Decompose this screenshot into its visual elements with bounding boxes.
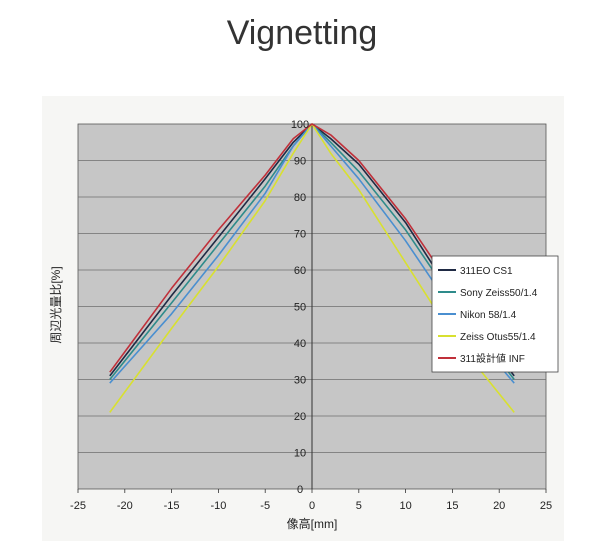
legend: 311EO CS1 Sony Zeiss50/1.4 Nikon 58/1.4 Zei…	[431, 255, 559, 373]
x-tick-label: 20	[493, 500, 505, 512]
chart-title: Vignetting	[226, 14, 378, 52]
y-tick-label: 0	[297, 484, 303, 496]
x-tick-labels: -25 -20 -15 -10 -5 0 5 10 15 20 25	[70, 489, 552, 512]
x-tick-label: 10	[399, 500, 411, 512]
x-tick-label: -15	[164, 500, 180, 512]
y-tick-label: 30	[294, 375, 306, 387]
y-tick-labels: 0 10 20 30 40 50 60 70 80 90 100	[291, 119, 309, 496]
legend-entry: Sony Zeiss50/1.4	[460, 288, 538, 299]
x-tick-label: 5	[356, 500, 362, 512]
x-tick-label: -25	[70, 500, 86, 512]
y-tick-label: 50	[294, 302, 306, 314]
legend-entry: 311設計値 INF	[460, 352, 525, 365]
y-tick-label: 40	[294, 338, 306, 350]
legend-entry: 311EO CS1	[460, 266, 513, 277]
y-tick-label: 60	[294, 265, 306, 277]
y-tick-label: 10	[294, 448, 306, 460]
x-tick-label: 25	[540, 500, 552, 512]
y-tick-label: 20	[294, 411, 306, 423]
y-tick-label: 100	[291, 119, 309, 131]
y-tick-label: 80	[294, 192, 306, 204]
series-line-5	[109, 123, 515, 373]
legend-entry: Nikon 58/1.4	[460, 310, 517, 321]
legend-entry: Zeiss Otus55/1.4	[460, 332, 536, 343]
x-tick-label: -10	[210, 500, 226, 512]
x-tick-label: -5	[260, 500, 270, 512]
x-tick-label: -20	[117, 500, 133, 512]
series-lines	[109, 123, 515, 413]
y-tick-label: 90	[294, 156, 306, 168]
gridlines	[78, 124, 546, 489]
x-axis-label: 像高[mm]	[287, 516, 338, 531]
y-tick-label: 70	[294, 229, 306, 241]
x-tick-label: 15	[446, 500, 458, 512]
x-tick-label: 0	[309, 500, 315, 512]
y-axis-label: 周辺光量比[%]	[49, 266, 63, 343]
